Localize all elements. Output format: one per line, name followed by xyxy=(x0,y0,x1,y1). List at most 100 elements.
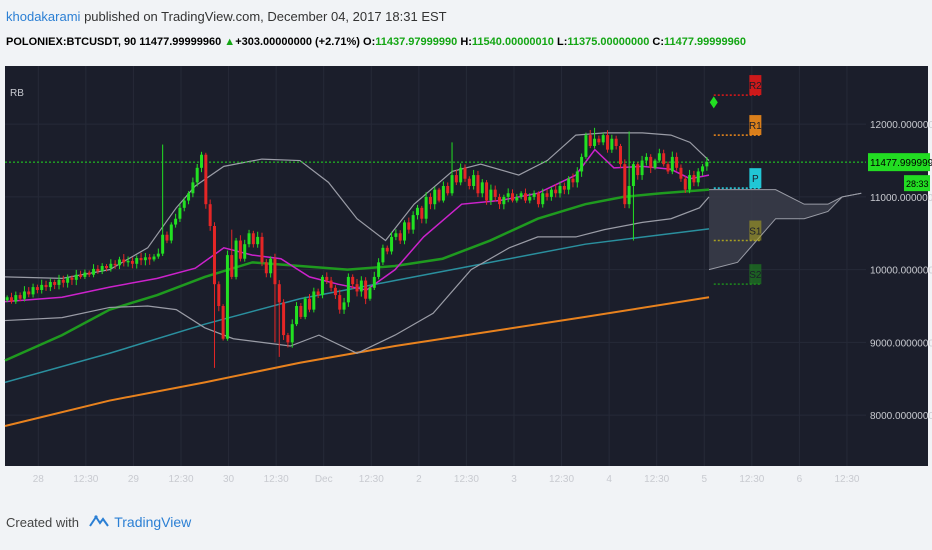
candle-body xyxy=(601,135,605,143)
candle-body xyxy=(135,258,139,264)
candle-body xyxy=(541,193,545,205)
pivot-label-p: P xyxy=(752,174,759,185)
candle-body xyxy=(139,258,143,261)
candle-body xyxy=(532,193,536,197)
candle-body xyxy=(688,175,692,190)
candle-body xyxy=(217,284,221,306)
candle-body xyxy=(165,234,169,241)
candle-body xyxy=(411,215,415,230)
candle-body xyxy=(549,189,553,197)
candle-body xyxy=(191,182,195,194)
chart-header: khodakarami published on TradingView.com… xyxy=(6,8,926,50)
candle-body xyxy=(27,291,31,295)
candle-body xyxy=(329,280,333,288)
candle-body xyxy=(243,244,247,259)
candle-body xyxy=(489,189,493,201)
candle-body xyxy=(571,178,575,183)
candle-body xyxy=(467,178,471,186)
candle-body xyxy=(385,247,389,252)
candle-body xyxy=(441,186,445,201)
candle-body xyxy=(528,196,532,201)
pivot-box-p xyxy=(749,168,762,189)
candle-body xyxy=(597,138,601,143)
candle-body xyxy=(679,167,683,179)
candle-body xyxy=(325,276,329,281)
candle-body xyxy=(407,222,411,230)
candle-body xyxy=(113,263,117,266)
candle-body xyxy=(295,306,299,325)
x-tick-label: 12:30 xyxy=(359,474,384,485)
candle-body xyxy=(580,156,584,172)
publish-line: khodakarami published on TradingView.com… xyxy=(6,8,926,26)
low-label: L: xyxy=(556,36,568,48)
x-tick-label: 12:30 xyxy=(73,474,98,485)
candle-body xyxy=(403,222,407,241)
candle-body xyxy=(208,204,212,226)
x-tick-label: 12:30 xyxy=(739,474,764,485)
candle-body xyxy=(195,167,199,183)
last-price-tag-label: 11477.99999960 xyxy=(870,158,932,169)
candle-body xyxy=(316,291,320,296)
candle-body xyxy=(117,259,121,266)
candle-body xyxy=(575,171,579,183)
candle-body xyxy=(174,218,178,225)
candle-body xyxy=(286,335,290,343)
candle-body xyxy=(368,287,372,299)
candle-body xyxy=(683,178,687,190)
candle-body xyxy=(9,297,13,302)
candle-body xyxy=(627,186,631,205)
candle-body xyxy=(333,287,337,296)
symbol-line: POLONIEX:BTCUSDT, 90 11477.99999960 ▲+30… xyxy=(6,34,926,50)
price-chart[interactable]: R2 R1 P S1 S2 8000.00000000 9000.00000000 1000… xyxy=(0,66,932,490)
ema-long-line xyxy=(4,296,710,427)
candle-body xyxy=(156,253,160,257)
countdown-tag-label: 28:33 xyxy=(906,179,929,189)
pivot-label-r1: R1 xyxy=(749,121,762,132)
indicator-label: RB xyxy=(10,88,24,99)
pivot-box-s2 xyxy=(749,264,762,285)
candle-body xyxy=(87,272,91,275)
x-tick-label: 12:30 xyxy=(264,474,289,485)
candle-body xyxy=(230,255,234,277)
candle-body xyxy=(450,175,454,194)
x-tick-label: 12:30 xyxy=(454,474,479,485)
candle-body xyxy=(618,146,622,165)
y-tick-label: 11000.00000000 xyxy=(870,193,932,204)
candle-body xyxy=(61,279,65,283)
candle-body xyxy=(696,171,700,183)
candle-body xyxy=(355,284,359,292)
x-tick-label: 4 xyxy=(606,474,612,485)
close-label: C: xyxy=(652,36,665,48)
candle-body xyxy=(277,284,281,303)
candle-body xyxy=(303,298,307,317)
candle-body xyxy=(251,233,255,245)
author-link[interactable]: khodakarami xyxy=(6,9,81,24)
x-tick-label: 3 xyxy=(511,474,517,485)
chart-area[interactable]: R2 R1 P S1 S2 8000.00000000 9000.00000000 1000… xyxy=(0,66,932,490)
candle-body xyxy=(161,234,165,254)
candle-body xyxy=(66,277,70,283)
candle-body xyxy=(57,279,61,285)
candle-body xyxy=(623,164,627,205)
symbol-name: POLONIEX:BTCUSDT, 90 xyxy=(6,36,137,48)
candle-body xyxy=(472,175,476,186)
candle-body xyxy=(636,164,640,176)
candle-body xyxy=(48,282,52,288)
x-tick-label: 12:30 xyxy=(834,474,859,485)
tradingview-brand[interactable]: TradingView xyxy=(114,514,192,530)
candle-body xyxy=(662,153,666,165)
countdown-tag xyxy=(904,175,930,192)
candle-body xyxy=(100,266,104,272)
candle-body xyxy=(498,196,502,205)
candle-body xyxy=(273,258,277,285)
candle-body xyxy=(424,196,428,219)
candle-body xyxy=(372,276,376,288)
published-text: published on TradingView.com, December 0… xyxy=(84,9,447,24)
candle-body xyxy=(463,167,467,179)
candle-body xyxy=(70,277,74,280)
candle-body xyxy=(79,274,83,277)
y-tick-label: 10000.00000000 xyxy=(870,266,932,277)
pivot-box-r1 xyxy=(749,115,762,136)
candle-body xyxy=(666,164,670,172)
candle-body xyxy=(428,196,432,205)
